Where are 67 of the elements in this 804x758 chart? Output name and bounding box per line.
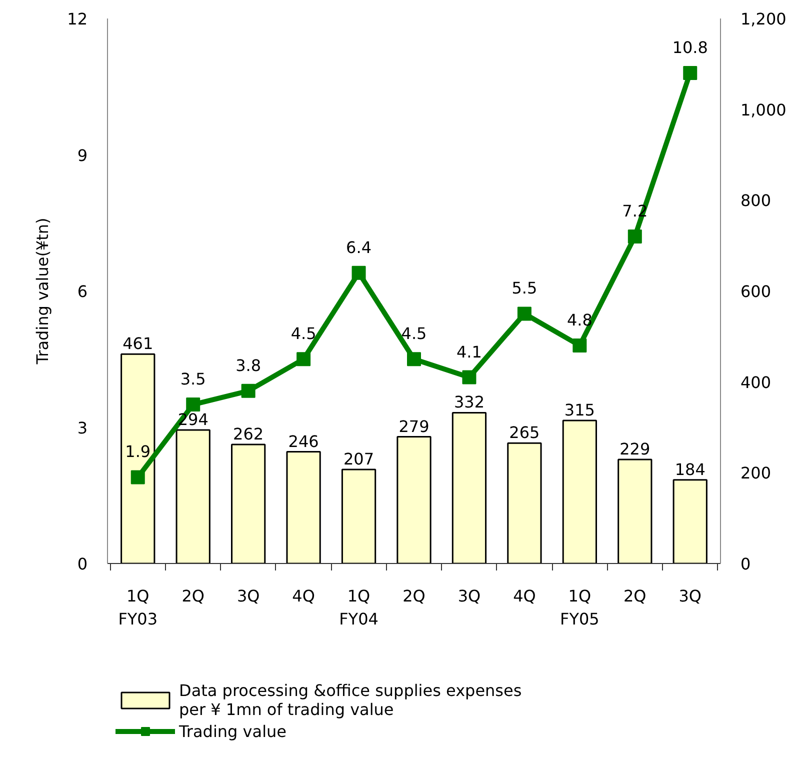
data-label: 4.5 bbox=[290, 324, 316, 344]
point bbox=[130, 470, 145, 484]
bar bbox=[672, 479, 708, 564]
point bbox=[241, 384, 256, 398]
bar bbox=[562, 420, 597, 564]
bar bbox=[176, 429, 210, 564]
bar bbox=[120, 353, 156, 564]
y-axis-title: Trading value(¥tn) bbox=[33, 218, 52, 366]
data-label: 10.8 bbox=[672, 38, 708, 57]
y2-tick-label: 400 bbox=[740, 372, 772, 392]
bar bbox=[452, 412, 487, 564]
data-label: 4.1 bbox=[456, 342, 482, 362]
y2-tick-label: 0 bbox=[740, 554, 751, 574]
bar bbox=[286, 451, 321, 564]
bar bbox=[618, 458, 652, 564]
point bbox=[296, 352, 311, 366]
x-tick-label: 3Q bbox=[236, 586, 260, 606]
point bbox=[517, 306, 532, 321]
legend-label: Data processing &office supplies expenses per ¥ 1mn of trading value bbox=[179, 681, 522, 719]
bar bbox=[231, 444, 266, 564]
point bbox=[462, 370, 476, 384]
x-tick-label: 1Q FY04 bbox=[339, 586, 378, 628]
data-label: 461 bbox=[122, 334, 154, 354]
data-label: 265 bbox=[509, 423, 540, 442]
x-tick-label: 2Q bbox=[182, 586, 204, 606]
y2-tick-label: 1,000 bbox=[740, 100, 786, 120]
x-tick-label: 4Q bbox=[513, 586, 536, 606]
data-label: 262 bbox=[233, 424, 264, 444]
x-tick-label: 3Q bbox=[678, 586, 702, 606]
x-tick-label: 1Q FY05 bbox=[560, 586, 600, 628]
y-tick-label: 9 bbox=[77, 146, 88, 165]
x-tick-label: 2Q bbox=[624, 586, 646, 606]
data-label: 207 bbox=[344, 449, 374, 468]
y2-tick-label: 1,200 bbox=[740, 10, 786, 28]
x-tick-label: 2Q bbox=[402, 586, 426, 606]
y2-tick-label: 800 bbox=[740, 191, 772, 210]
bar bbox=[341, 468, 376, 564]
point bbox=[628, 230, 642, 244]
data-label: 184 bbox=[674, 460, 706, 479]
data-label: 4.5 bbox=[401, 324, 427, 344]
data-label: 315 bbox=[564, 400, 595, 420]
legend-label: Trading value bbox=[179, 722, 286, 740]
x-tick-label: 1Q FY03 bbox=[118, 586, 158, 628]
point bbox=[572, 338, 587, 352]
data-label: 3.5 bbox=[180, 370, 206, 389]
bar bbox=[507, 442, 542, 564]
data-label: 279 bbox=[398, 416, 430, 436]
data-label: 246 bbox=[288, 432, 319, 451]
data-label: 6.4 bbox=[346, 238, 372, 257]
x-tick-label: 3Q bbox=[458, 586, 481, 606]
y-tick-label: 12 bbox=[67, 10, 88, 28]
data-label: 3.8 bbox=[236, 356, 262, 375]
data-label: 229 bbox=[620, 439, 650, 458]
point bbox=[352, 266, 366, 280]
point bbox=[186, 398, 200, 412]
y-tick-label: 6 bbox=[77, 282, 88, 301]
point bbox=[683, 66, 698, 80]
bar bbox=[396, 436, 432, 564]
y-tick-label: 3 bbox=[77, 418, 88, 438]
point bbox=[407, 352, 421, 366]
data-label: 5.5 bbox=[512, 278, 538, 298]
data-label: 1.9 bbox=[125, 442, 151, 462]
y2-tick-label: 200 bbox=[740, 464, 772, 483]
x-tick-label: 4Q bbox=[292, 586, 315, 606]
y-tick-label: 0 bbox=[77, 554, 88, 574]
y2-tick-label: 600 bbox=[740, 282, 772, 301]
data-label: 332 bbox=[454, 392, 485, 412]
